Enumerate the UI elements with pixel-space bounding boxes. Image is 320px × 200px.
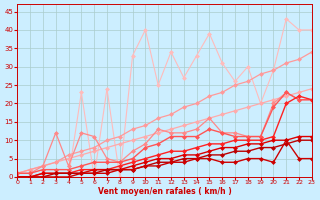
X-axis label: Vent moyen/en rafales ( km/h ): Vent moyen/en rafales ( km/h ) xyxy=(98,187,231,196)
